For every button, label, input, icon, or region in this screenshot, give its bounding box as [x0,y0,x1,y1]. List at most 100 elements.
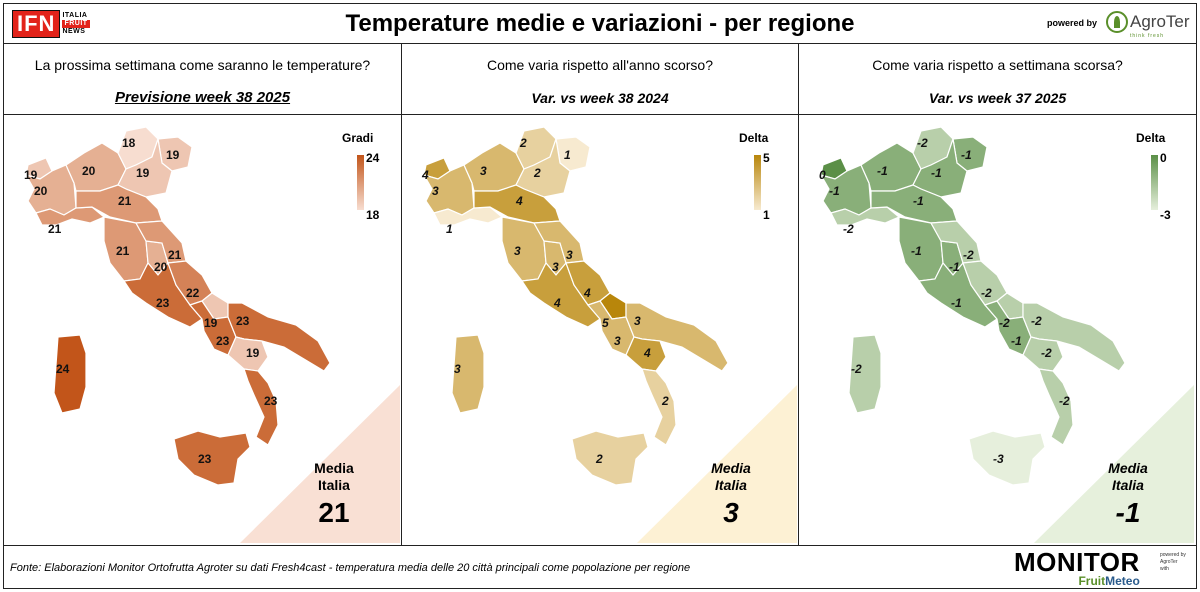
region-value-label: -1 [961,148,972,162]
region-value-label: 4 [583,286,591,300]
region-basilicata [1022,336,1064,372]
region-value-label: 21 [168,248,182,262]
media-label-line: Italia [1112,477,1144,493]
region-emilia-romagna [870,184,958,224]
region-value-label: 3 [480,164,487,178]
region-value-label: 4 [515,194,523,208]
region-value-label: 22 [186,286,200,300]
region-sicilia [173,430,251,486]
ifn-logo-line: ITALIA [62,12,88,19]
agroter-logo: AgroTer think fresh [1106,11,1190,39]
region-value-label: 23 [216,334,230,348]
map-area: 4 3 3 2 1 2 1 4 3 3 3 4 4 5 3 3 4 2 2 3 Delta 5 1 Media Italia 3 [402,115,798,545]
monitor-fruitmeteo-logo: MONITOR FruitMeteo [1014,549,1140,587]
panel-header: La prossima settimana come saranno le te… [4,44,401,115]
region-lombardia [860,142,922,192]
media-italia-label: Media Italia [304,460,364,494]
region-value-label: 2 [661,394,669,408]
region-value-label: -1 [829,184,840,198]
region-value-label: 4 [553,296,561,310]
region-value-label: 1 [446,222,453,236]
media-triangle [1034,385,1194,543]
agroter-logo-tagline: think fresh [1130,33,1165,39]
region-value-label: 19 [204,316,218,330]
leaf-icon [1106,11,1128,33]
region-calabria [243,368,279,446]
region-lombardia [463,142,525,192]
monitor-logo-fruit: Fruit [1078,574,1106,588]
monitor-side-line: AgroTer [1160,559,1178,565]
region-value-label: 20 [34,184,48,198]
region-value-label: 3 [432,184,439,198]
media-italia-value: 21 [318,497,350,528]
monitor-side-text: powered by AgroTer with [1160,552,1186,573]
media-italia-label: Media Italia [701,460,761,494]
legend-min: -3 [1160,208,1171,222]
region-value-label: 2 [595,452,603,466]
footer: Fonte: Elaborazioni Monitor Ortofrutta A… [4,545,1196,588]
region-value-label: -2 [1041,346,1052,360]
region-value-label: 23 [264,394,278,408]
media-italia-label: Media Italia [1098,460,1158,494]
region-value-label: -1 [931,166,942,180]
region-value-label: 1 [564,148,571,162]
region-value-label: 5 [602,316,609,330]
italy-region-map: 0-1-1-2-1-1-2-1-1-1-2-1-2-2-1-2-2-2-3-2 [819,126,1194,543]
region-emilia-romagna [75,184,163,224]
region-value-label: -2 [963,248,974,262]
monitor-side-line: powered by [1160,552,1186,558]
region-value-label: -1 [913,194,924,208]
region-value-label: 19 [246,346,260,360]
region-value-label: 2 [533,166,541,180]
legend-max: 0 [1160,151,1167,165]
region-value-label: -2 [917,136,928,150]
region-value-label: 23 [156,296,170,310]
region-value-label: -1 [1011,334,1022,348]
agroter-logo-name: AgroTer [1130,12,1190,31]
ifn-logo-line: FRUIT [62,20,90,28]
region-value-label: 23 [236,314,250,328]
panel-question: La prossima settimana come saranno le te… [34,57,371,73]
region-value-label: -1 [951,296,962,310]
ifn-logo-mark: IFN [12,10,61,38]
region-value-label: 3 [614,334,621,348]
region-value-label: -2 [843,222,854,236]
monitor-logo-sub: FruitMeteo [1014,574,1139,588]
region-value-label: -2 [1059,394,1070,408]
region-sardegna [451,334,485,414]
region-value-label: 20 [82,164,96,178]
panel-vs-last-year: Come varia rispetto all'anno scorso? Var… [402,44,799,545]
panel-question: Come varia rispetto all'anno scorso? [486,57,713,73]
region-value-label: 19 [136,166,150,180]
legend-max: 5 [763,151,770,165]
media-label-line: Media [1108,460,1148,476]
media-label-line: Italia [715,477,747,493]
media-triangle [240,385,400,543]
region-value-label: -1 [911,244,922,258]
panel-header: Come varia rispetto a settimana scorsa? … [799,44,1196,115]
monitor-logo-title: MONITOR [1014,547,1140,577]
media-italia-value: 3 [723,497,739,528]
region-lombardia [65,142,127,192]
panel-forecast: La prossima settimana come saranno le te… [4,44,402,545]
legend-color-bar [1151,155,1158,210]
region-basilicata [625,336,667,372]
region-value-label: 19 [24,168,38,182]
monitor-side-line: with [1160,566,1169,572]
source-note: Fonte: Elaborazioni Monitor Ortofrutta A… [10,562,691,574]
media-triangle [637,385,797,543]
powered-by-label: powered by [1047,18,1098,28]
ifn-logo-line: NEWS [62,28,86,35]
region-value-label: 21 [48,222,62,236]
region-value-label: 20 [154,260,168,274]
region-value-label: -2 [851,362,862,376]
region-value-label: 3 [634,314,641,328]
panel-subtitle: Previsione week 38 2025 [114,89,291,106]
region-value-label: 2 [519,136,527,150]
region-sardegna [53,334,87,414]
region-value-label: 3 [566,248,573,262]
map-area: 19 20 20 18 19 19 21 21 21 20 21 23 22 19 23 23 19 23 23 24… [4,115,401,545]
legend-title: Delta [1136,131,1166,145]
